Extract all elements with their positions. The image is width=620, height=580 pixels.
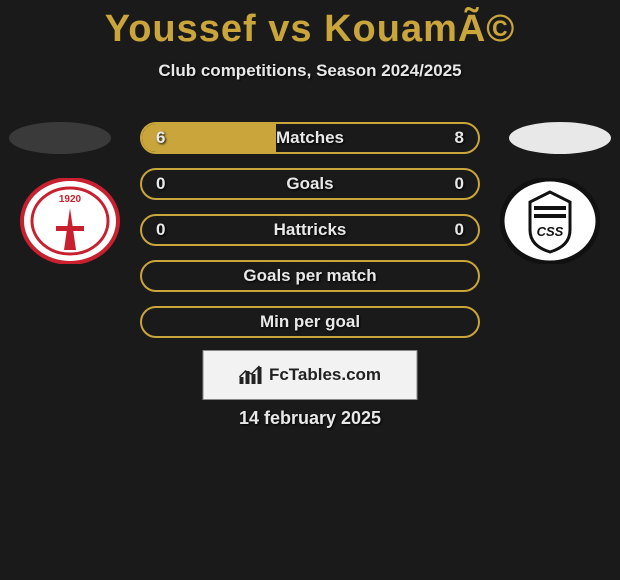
stat-row: 6Matches8 bbox=[140, 122, 480, 154]
stat-label: Matches bbox=[142, 128, 478, 148]
bar-chart-icon bbox=[239, 365, 263, 385]
date-text: 14 february 2025 bbox=[0, 408, 620, 429]
subtitle: Club competitions, Season 2024/2025 bbox=[0, 61, 620, 81]
club-badge-right: CSS bbox=[500, 178, 600, 264]
branding-box[interactable]: FcTables.com bbox=[203, 350, 418, 400]
stat-label: Min per goal bbox=[142, 312, 478, 332]
stat-rows-container: 6Matches80Goals00Hattricks0Goals per mat… bbox=[140, 122, 480, 352]
stat-value-right: 0 bbox=[455, 220, 464, 240]
stat-label: Goals per match bbox=[142, 266, 478, 286]
stat-value-left: 6 bbox=[156, 128, 165, 148]
stat-row: 0Hattricks0 bbox=[140, 214, 480, 246]
player-left-avatar-placeholder bbox=[9, 122, 111, 154]
stat-row: 0Goals0 bbox=[140, 168, 480, 200]
stat-value-left: 0 bbox=[156, 174, 165, 194]
svg-text:CSS: CSS bbox=[537, 224, 564, 239]
stat-value-right: 0 bbox=[455, 174, 464, 194]
page-title: Youssef vs KouamÃ© bbox=[0, 0, 620, 51]
stat-row: Min per goal bbox=[140, 306, 480, 338]
club-badge-left: 1920 bbox=[20, 178, 120, 264]
club-africain-icon: 1920 bbox=[20, 178, 120, 264]
branding-text: FcTables.com bbox=[269, 365, 381, 385]
stat-label: Goals bbox=[142, 174, 478, 194]
stat-row: Goals per match bbox=[140, 260, 480, 292]
svg-text:1920: 1920 bbox=[59, 194, 82, 205]
stat-value-right: 8 bbox=[455, 128, 464, 148]
stat-label: Hattricks bbox=[142, 220, 478, 240]
stat-value-left: 0 bbox=[156, 220, 165, 240]
player-right-avatar-placeholder bbox=[509, 122, 611, 154]
css-icon: CSS bbox=[500, 178, 600, 264]
